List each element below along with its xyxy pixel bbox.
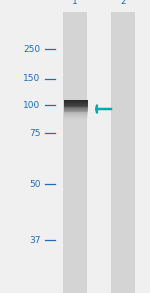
Bar — [63, 12, 87, 293]
Text: 75: 75 — [29, 129, 40, 138]
Text: 250: 250 — [23, 45, 40, 54]
Bar — [111, 12, 135, 293]
Text: 50: 50 — [29, 180, 40, 188]
Text: 1: 1 — [72, 0, 78, 6]
Text: 100: 100 — [23, 101, 40, 110]
Text: 150: 150 — [23, 74, 40, 83]
Text: 2: 2 — [120, 0, 126, 6]
Text: 37: 37 — [29, 236, 40, 245]
